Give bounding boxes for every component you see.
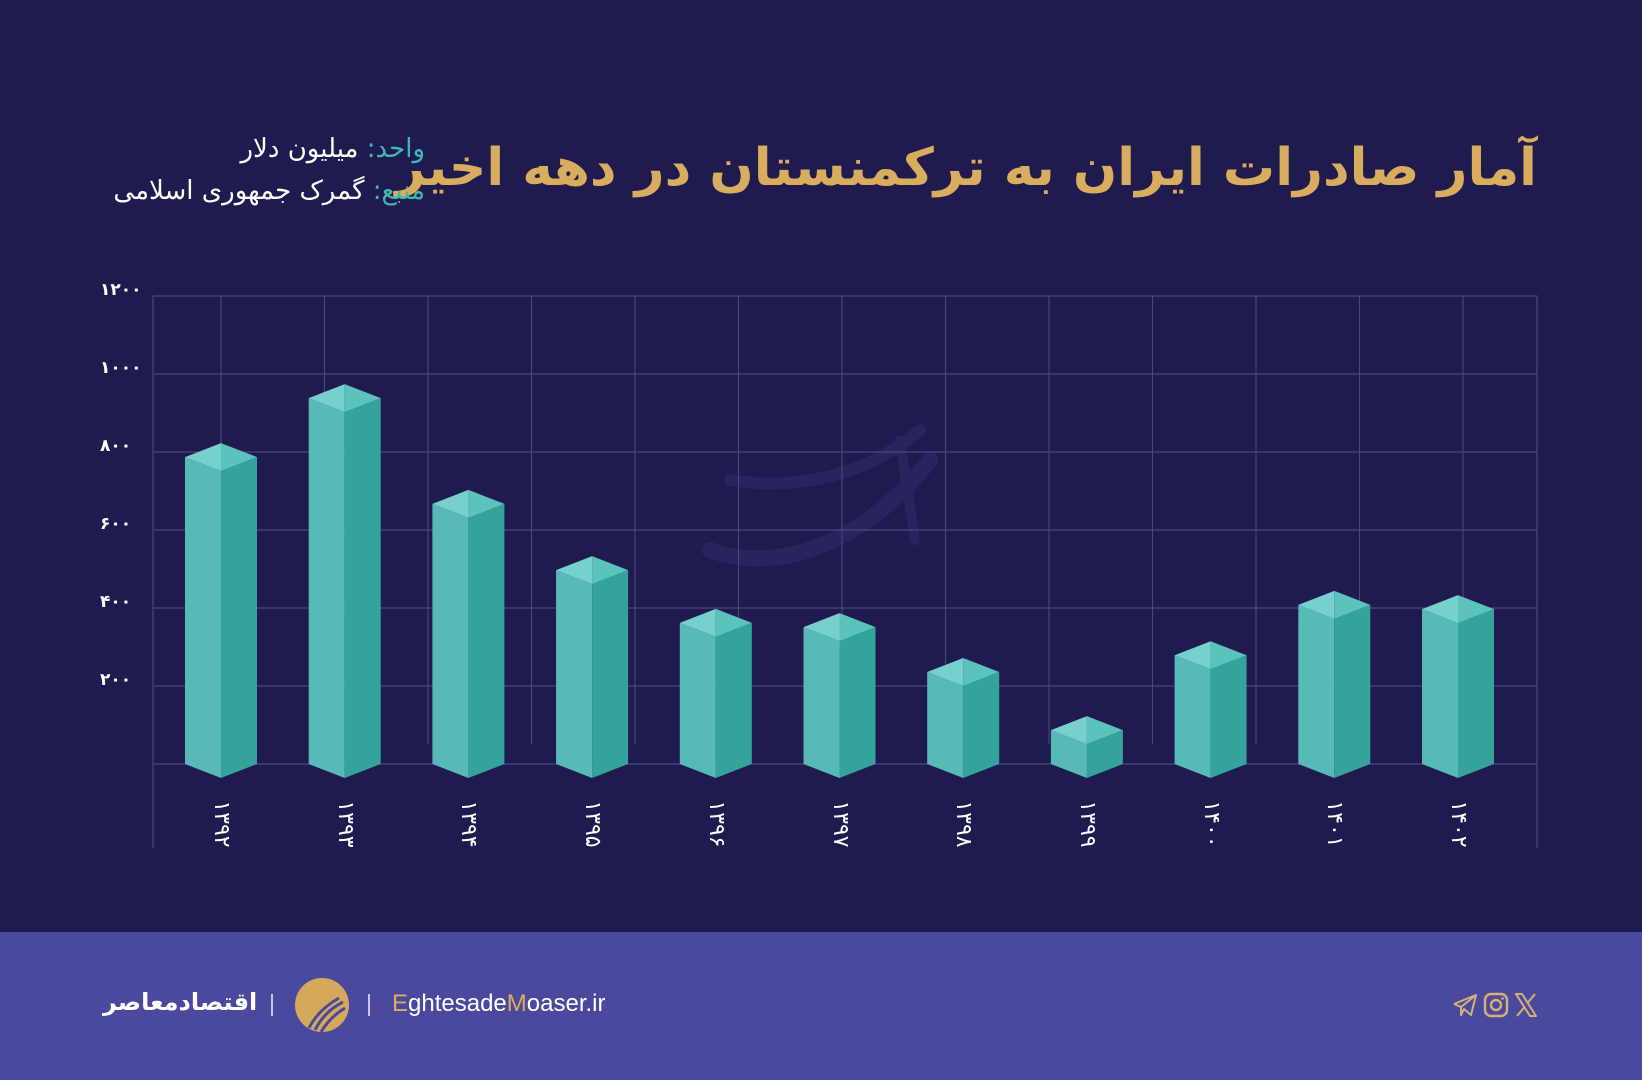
logo-icon [295, 978, 349, 1032]
x-tick-label: ۱۳۹۳ [332, 800, 358, 848]
chart-meta: واحد: میلیون دلار منبع: گمرک جمهوری اسلا… [105, 128, 425, 212]
x-tick-label: ۱۳۹۴ [456, 800, 482, 848]
x-tick-label: ۱۳۹۶ [703, 800, 729, 848]
bar-1393 [308, 384, 381, 778]
x-tick-label: ۱۴۰۰ [1198, 800, 1224, 848]
x-tick-label: ۱۳۹۵ [580, 800, 606, 848]
x-tick-label: ۱۳۹۷ [827, 800, 853, 848]
chart-title: آمار صادرات ایران به ترکمنستان در دهه اخ… [395, 138, 1539, 198]
divider [271, 994, 273, 1016]
watermark-logo-icon [702, 424, 938, 567]
unit-label: واحد: [366, 134, 425, 164]
x-tick-label: ۱۴۰۲ [1446, 800, 1471, 848]
x-tick-label: ۱۳۹۹ [1074, 800, 1100, 848]
instagram-icon[interactable] [1483, 992, 1509, 1018]
bar-1398 [927, 657, 1000, 778]
y-tick-label: ۱۲۰۰ [100, 280, 142, 300]
bar-1401 [1298, 590, 1371, 778]
footer [0, 932, 1642, 1080]
bar-1396 [679, 608, 752, 778]
website-link[interactable]: EghtesadeMoaser.ir [392, 990, 606, 1017]
source-label: منبع: [372, 176, 425, 206]
bar-1392 [185, 443, 257, 778]
y-tick-label: ۶۰۰ [100, 514, 132, 534]
divider [368, 994, 370, 1016]
bar-chart: ۲۰۰ ۴۰۰ ۶۰۰ ۸۰۰ ۱۰۰۰ ۱۲۰۰ ۱۳۹۲ ۱۳۹۳ ۱۳۹۴ ۱۳۹۵ ۱۳۹… [100, 280, 1538, 848]
x-tick-label: ۱۳۹۸ [951, 800, 977, 848]
x-tick-label: ۱۴۰۱ [1322, 800, 1348, 848]
source-line: منبع: گمرک جمهوری اسلامی [105, 170, 425, 212]
x-icon[interactable] [1513, 992, 1539, 1018]
unit-value: میلیون دلار [240, 134, 359, 164]
bar-1397 [803, 613, 876, 778]
x-tick-label: ۱۳۹۲ [209, 800, 234, 848]
unit-line: واحد: میلیون دلار [105, 128, 425, 170]
bar-1400 [1174, 641, 1247, 778]
bar-1402 [1422, 595, 1494, 778]
bar-1399 [1050, 716, 1123, 778]
brand-name: اقتصادمعاصر [103, 988, 258, 1016]
y-tick-label: ۸۰۰ [100, 436, 132, 456]
y-tick-label: ۴۰۰ [100, 592, 132, 612]
chart-plot-area [152, 295, 1538, 848]
bar-1394 [432, 489, 505, 778]
y-tick-label: ۲۰۰ [100, 670, 132, 690]
y-tick-label: ۱۰۰۰ [100, 358, 142, 378]
source-value: گمرک جمهوری اسلامی [113, 176, 365, 206]
bar-1395 [556, 556, 629, 778]
telegram-icon[interactable] [1452, 992, 1478, 1018]
